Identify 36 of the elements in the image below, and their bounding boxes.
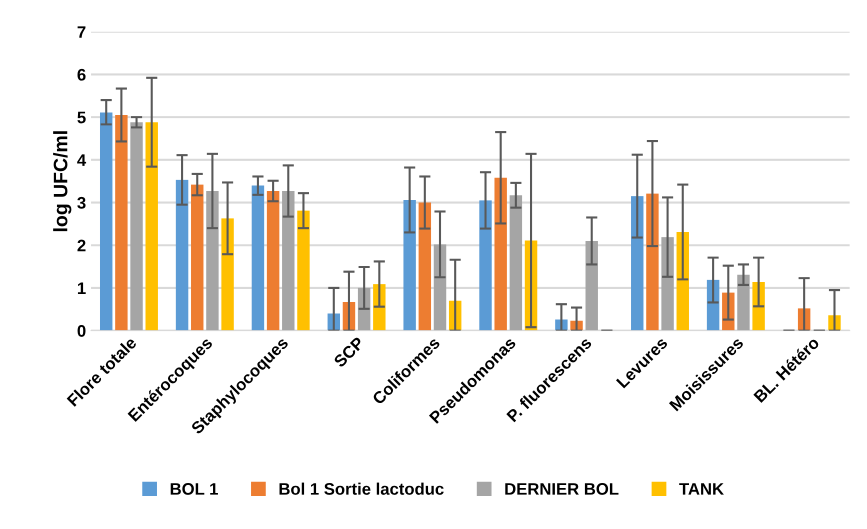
y-tick-label: 5 (77, 112, 86, 124)
y-tick-label: 1 (78, 282, 86, 294)
y-tick-label: 2 (77, 240, 86, 252)
bar (418, 202, 432, 331)
bar (631, 196, 644, 331)
bar (494, 178, 507, 331)
bar (586, 240, 598, 331)
y-tick-label: 4 (77, 154, 86, 166)
legend-label: Bol 1 Sortie lactoduc (280, 482, 444, 495)
legend-label: BOL 1 (170, 483, 218, 495)
legend-label: DERNIER BOL (505, 483, 618, 495)
bar (661, 237, 674, 331)
bar (146, 122, 158, 331)
bar (282, 191, 294, 331)
bar (176, 180, 188, 331)
bar (297, 210, 310, 331)
y-axis-title: log UFC/ml (53, 131, 72, 232)
bar (403, 200, 416, 331)
bar (130, 122, 143, 331)
bar (266, 191, 280, 331)
bar (434, 244, 446, 331)
bar (646, 194, 659, 331)
y-tick-label: 7 (78, 26, 86, 38)
y-tick-label: 6 (78, 68, 86, 81)
y-tick-label: 0 (78, 325, 86, 337)
bar (737, 274, 750, 331)
bar (510, 195, 522, 331)
bar (479, 200, 492, 331)
bar (252, 185, 264, 331)
bar (206, 191, 219, 331)
bar (115, 115, 128, 331)
bar (100, 112, 112, 331)
y-tick-label: 3 (77, 196, 86, 209)
bar (221, 218, 234, 331)
legend-label: TANK (679, 483, 724, 495)
bar (191, 184, 204, 331)
